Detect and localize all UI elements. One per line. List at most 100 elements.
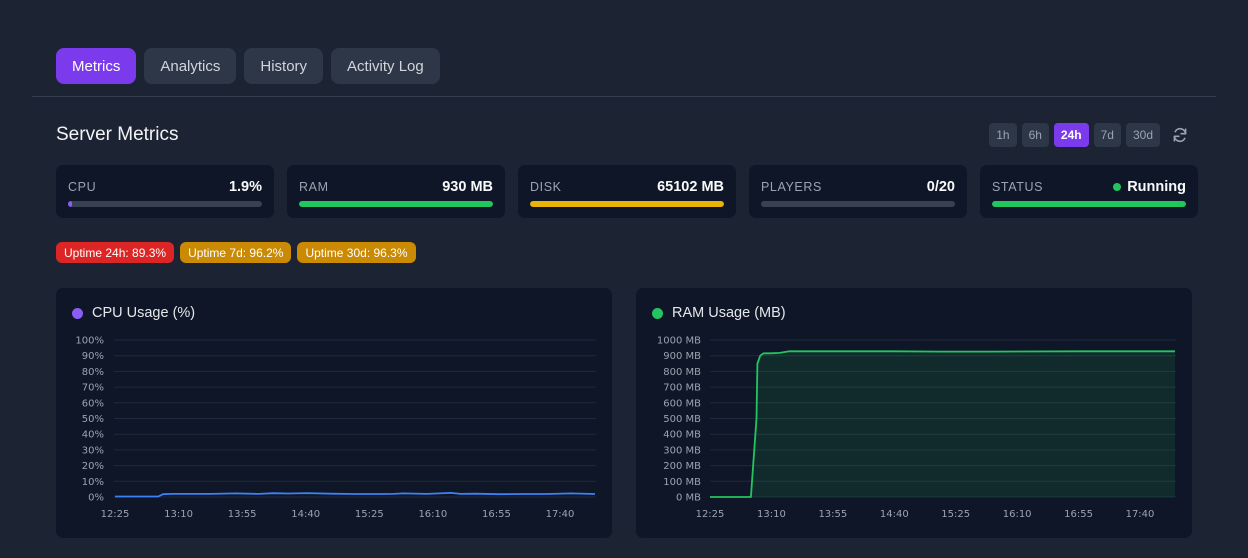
divider [32, 96, 1216, 97]
y-tick-label: 400 MB [663, 430, 701, 441]
x-tick-label: 16:10 [418, 509, 447, 520]
cpu-chart-card: CPU Usage (%) 0% 10% 20% 30% 40% 50% 60% 70% 80%… [56, 288, 612, 538]
y-tick-label: 90% [82, 351, 104, 362]
y-tick-label: 900 MB [663, 351, 701, 362]
y-tick-label: 70% [82, 383, 104, 394]
x-tick-label: 13:55 [228, 509, 257, 520]
y-tick-label: 1000 MB [657, 336, 701, 347]
x-tick-label: 17:40 [1126, 509, 1155, 520]
stat-value-text: 65102 MB [657, 179, 724, 195]
stat-cards: CPU 1.9% RAM 930 MB DISK 65102 MB PLAYERS 0/20 S… [56, 165, 1198, 218]
stat-value-text: 930 MB [442, 179, 493, 195]
time-range-selector: 1h 6h 24h 7d 30d [989, 123, 1160, 147]
x-tick-label: 13:10 [757, 509, 786, 520]
stat-header: CPU 1.9% [68, 179, 262, 195]
stat-progress-bar [761, 201, 955, 207]
cpu-chart-title: CPU Usage (%) [72, 305, 195, 321]
uptime-badges: Uptime 24h: 89.3% Uptime 7d: 96.2% Uptime … [56, 242, 416, 263]
x-tick-label: 12:25 [101, 509, 130, 520]
y-tick-label: 60% [82, 398, 104, 409]
uptime-badge: Uptime 7d: 96.2% [180, 242, 292, 263]
y-tick-label: 0 MB [676, 493, 701, 504]
stat-progress-bar [68, 201, 262, 207]
stat-value-text: 0/20 [926, 179, 955, 195]
stat-value-ram: 930 MB [442, 179, 493, 195]
uptime-badge: Uptime 30d: 96.3% [297, 242, 416, 263]
cpu-legend-dot [72, 307, 83, 319]
stat-label: RAM [299, 180, 329, 194]
stat-header: STATUS Running [992, 179, 1186, 195]
x-tick-label: 13:10 [164, 509, 193, 520]
stat-card-cpu: CPU 1.9% [56, 165, 274, 218]
y-tick-label: 50% [82, 414, 104, 425]
stat-label: STATUS [992, 180, 1044, 194]
x-tick-label: 16:55 [482, 509, 511, 520]
y-tick-label: 800 MB [663, 367, 701, 378]
y-tick-label: 10% [82, 477, 104, 488]
x-tick-label: 12:25 [696, 509, 725, 520]
y-tick-label: 30% [82, 445, 104, 456]
stat-value-cpu: 1.9% [229, 179, 262, 195]
y-tick-label: 200 MB [663, 461, 701, 472]
range-30d[interactable]: 30d [1125, 123, 1160, 147]
tab-history[interactable]: History [244, 48, 324, 84]
refresh-icon[interactable] [1170, 125, 1190, 145]
stat-value-disk: 65102 MB [657, 179, 724, 195]
stat-card-disk: DISK 65102 MB [518, 165, 736, 218]
x-tick-label: 13:55 [818, 509, 847, 520]
tab-analytics[interactable]: Analytics [144, 48, 237, 84]
page-title: Server Metrics [56, 124, 179, 145]
stat-label: CPU [68, 180, 97, 194]
x-tick-label: 15:25 [941, 509, 970, 520]
stat-progress-fill [68, 201, 72, 207]
cpu-chart: 0% 10% 20% 30% 40% 50% 60% 70% 80% 90% 100% 12:25 13… [75, 336, 596, 520]
ram-chart: 0 MB 100 MB 200 MB 300 MB 400 MB 500 MB 600 MB… [657, 336, 1176, 520]
y-tick-label: 100 MB [663, 477, 701, 488]
x-tick-label: 16:10 [1003, 509, 1032, 520]
stat-value-text: 1.9% [228, 179, 262, 195]
x-tick-label: 17:40 [546, 509, 575, 520]
y-tick-label: 600 MB [663, 398, 701, 409]
stat-progress-bar [530, 201, 724, 207]
x-tick-label: 14:40 [880, 509, 909, 520]
ram-legend-dot [652, 307, 663, 319]
tab-bar: Metrics Analytics History Activity Log [56, 48, 440, 84]
stat-header: RAM 930 MB [299, 179, 493, 195]
stat-value-players: 0/20 [927, 179, 955, 195]
range-1h[interactable]: 1h [989, 123, 1017, 147]
stat-header: DISK 65102 MB [530, 179, 724, 195]
ram-chart-title-text: RAM Usage (MB) [672, 305, 786, 321]
stat-label: DISK [530, 180, 562, 194]
stat-progress-fill [299, 201, 493, 207]
stat-label: PLAYERS [761, 180, 822, 194]
tab-metrics[interactable]: Metrics [56, 48, 137, 84]
series-line [710, 350, 1175, 498]
tab-activity-log[interactable]: Activity Log [331, 48, 440, 84]
stat-card-status: STATUS Running [980, 165, 1198, 218]
range-7d[interactable]: 7d [1093, 123, 1121, 147]
y-tick-label: 500 MB [663, 414, 701, 425]
ram-chart-card: RAM Usage (MB) 0 MB 100 MB 200 MB 300 MB 400… [636, 288, 1192, 538]
range-24h[interactable]: 24h [1053, 123, 1089, 147]
y-tick-label: 700 MB [663, 383, 701, 394]
status-dot-icon [1113, 183, 1122, 191]
cpu-chart-title-text: CPU Usage (%) [92, 305, 196, 321]
x-tick-label: 14:40 [291, 509, 320, 520]
x-tick-label: 15:25 [355, 509, 384, 520]
stat-progress-fill [992, 201, 1186, 207]
y-tick-label: 40% [82, 430, 104, 441]
y-tick-label: 300 MB [663, 445, 701, 456]
stat-header: PLAYERS 0/20 [761, 179, 955, 195]
series-area [710, 351, 1175, 497]
stat-progress-bar [992, 201, 1186, 207]
uptime-badge: Uptime 24h: 89.3% [56, 242, 175, 263]
stat-card-players: PLAYERS 0/20 [749, 165, 967, 218]
stat-progress-fill [530, 201, 724, 207]
ram-chart-title: RAM Usage (MB) [652, 305, 786, 321]
stat-value-text: Running [1127, 179, 1186, 195]
stat-progress-bar [299, 201, 493, 207]
x-tick-label: 16:55 [1064, 509, 1093, 520]
y-tick-label: 0% [88, 493, 104, 504]
range-6h[interactable]: 6h [1021, 123, 1049, 147]
y-tick-label: 100% [75, 336, 104, 347]
